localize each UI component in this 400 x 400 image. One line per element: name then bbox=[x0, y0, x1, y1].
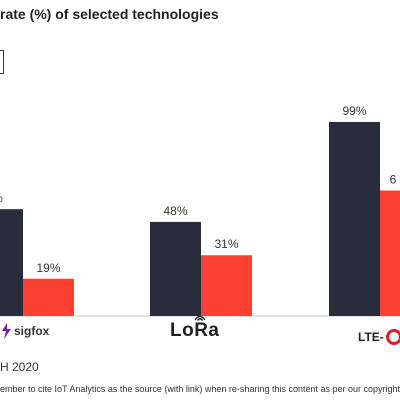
sigfox-icon bbox=[2, 322, 11, 339]
bar-red-lte bbox=[380, 190, 400, 316]
footer-copyright-note: ember to cite IoT Analytics as the sourc… bbox=[0, 384, 400, 394]
chart-title: rate (%) of selected technologies bbox=[0, 6, 219, 22]
label-dark-lora: 48% bbox=[163, 204, 187, 218]
label-dark-sigfox: % bbox=[0, 191, 3, 205]
bar-dark-lte bbox=[329, 121, 380, 317]
label-dark-lte: 99% bbox=[342, 104, 366, 118]
lora-label: LoRa bbox=[170, 320, 220, 341]
legend-box bbox=[0, 50, 4, 74]
sigfox-label: sigfox bbox=[14, 323, 50, 338]
bar-red-sigfox bbox=[23, 278, 74, 316]
label-red-lte: 6 bbox=[390, 173, 397, 187]
bar-dark-lora bbox=[150, 221, 201, 316]
brand-lte-logo: LTE- bbox=[358, 328, 400, 346]
brand-sigfox-logo: sigfox bbox=[0, 322, 49, 340]
label-red-lora: 31% bbox=[214, 237, 238, 251]
footer-date: H 2020 bbox=[0, 360, 39, 374]
bar-dark-sigfox bbox=[0, 209, 23, 316]
label-red-sigfox: 19% bbox=[36, 261, 60, 275]
lte-ring-icon bbox=[385, 328, 400, 345]
brand-lora-logo: LoRa bbox=[170, 315, 220, 342]
bar-red-lora bbox=[201, 255, 252, 316]
radio-waves-icon bbox=[194, 315, 206, 321]
lte-label: LTE- bbox=[358, 330, 384, 344]
